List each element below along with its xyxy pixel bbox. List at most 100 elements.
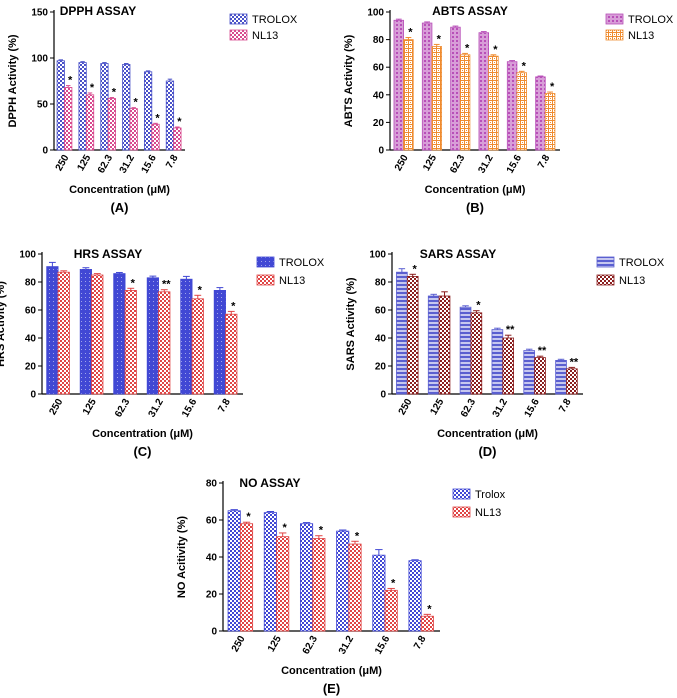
x-tick-label: 62.3: [459, 397, 478, 420]
bar-nl13-31.2: [502, 337, 515, 395]
legend-swatch-trolox: [452, 488, 471, 500]
legend-swatch-nl13: [596, 274, 615, 286]
y-tick-label: 60: [25, 306, 37, 317]
y-tick-label: 80: [375, 278, 387, 289]
y-tick-label: 20: [375, 362, 387, 373]
chart-title: DPPH ASSAY: [60, 4, 136, 18]
x-tick-label: 7.8: [412, 634, 429, 652]
legend-label: NL13: [252, 30, 278, 42]
significance-label: *: [493, 44, 498, 56]
legend-label: NL13: [628, 30, 654, 42]
x-axis-label: Concentration (μM): [92, 428, 193, 440]
bar-trolox-15.6: [372, 554, 386, 632]
chart-panel-a: 0 50 100 150 * 250 * 125 * 62.3 * 31.2 * 15.6 * 7.8 DPPH…: [7, 4, 298, 215]
bar-trolox-15.6: [523, 350, 536, 395]
bar-nl13-31.2: [488, 55, 499, 151]
x-tick-label: 15.6: [373, 634, 392, 657]
x-tick-label: 15.6: [140, 153, 159, 176]
y-tick-label: 100: [369, 250, 386, 261]
significance-label: *: [90, 82, 95, 94]
bar-trolox-62.3: [100, 63, 109, 151]
bar-nl13-62.3: [312, 538, 326, 632]
x-tick-label: 62.3: [96, 153, 115, 176]
y-tick-label: 80: [373, 35, 385, 46]
x-tick-label: 250: [47, 397, 65, 417]
x-axis-label: Concentration (μM): [69, 184, 170, 196]
y-axis-label: DPPH Activity (%): [7, 34, 19, 127]
legend-swatch-trolox: [229, 13, 248, 25]
bar-nl13-31.2: [129, 108, 138, 151]
y-tick-label: 40: [25, 334, 37, 345]
significance-label: *: [413, 263, 418, 275]
legend-swatch-trolox: [605, 13, 624, 25]
significance-label: *: [355, 530, 360, 542]
significance-label: *: [246, 511, 251, 523]
significance-label: **: [570, 356, 579, 368]
bar-trolox-7.8: [408, 560, 422, 632]
legend-label: NL13: [279, 275, 305, 287]
x-tick-label: 125: [266, 634, 284, 654]
y-tick-label: 40: [206, 553, 218, 564]
bar-nl13-7.8: [566, 368, 578, 395]
x-axis-label: Concentration (μM): [425, 184, 526, 196]
bar-trolox-31.2: [336, 530, 350, 632]
x-tick-label: 125: [81, 397, 99, 417]
bar-nl13-125: [91, 274, 104, 395]
bar-trolox-250: [393, 19, 405, 151]
significance-label: *: [319, 525, 324, 537]
significance-label: *: [427, 603, 432, 615]
y-tick-label: 50: [37, 100, 49, 111]
bar-trolox-31.2: [478, 32, 490, 151]
y-tick-label: 0: [30, 390, 36, 401]
x-tick-label: 31.2: [491, 397, 510, 420]
bar-trolox-62.3: [450, 26, 461, 151]
legend-swatch-nl13: [256, 274, 275, 286]
bar-trolox-15.6: [180, 278, 193, 395]
bar-nl13-62.3: [459, 54, 471, 151]
chart-panel-e: 0 20 40 60 80 * 250 * 125 * 62.3 * 31.2 * 15.6 * 7.8 NO A…: [176, 476, 506, 696]
y-tick-label: 20: [206, 590, 218, 601]
x-tick-label: 7.8: [164, 153, 181, 171]
bar-nl13-62.3: [107, 98, 116, 151]
chart-title: SARS ASSAY: [420, 247, 496, 261]
significance-label: *: [68, 75, 73, 87]
significance-label: *: [465, 42, 470, 54]
bar-nl13-250: [64, 87, 73, 151]
x-tick-label: 7.8: [557, 397, 574, 415]
x-tick-label: 62.3: [448, 153, 467, 176]
legend-label: Trolox: [475, 489, 506, 501]
y-tick-label: 0: [380, 390, 386, 401]
x-tick-label: 62.3: [301, 634, 320, 657]
legend-label: TROLOX: [628, 14, 674, 26]
legend-swatch-trolox: [596, 256, 615, 268]
x-tick-label: 31.2: [477, 153, 496, 176]
bar-nl13-250: [239, 523, 254, 632]
y-tick-label: 150: [31, 8, 48, 19]
significance-label: **: [538, 345, 547, 357]
y-tick-label: 100: [367, 8, 384, 19]
y-axis-label: SARS Activity (%): [345, 277, 357, 370]
significance-label: *: [231, 300, 236, 312]
significance-label: **: [506, 324, 515, 336]
significance-label: *: [198, 284, 203, 296]
bar-nl13-250: [57, 271, 70, 395]
significance-label: *: [283, 522, 288, 534]
significance-label: *: [134, 97, 139, 109]
y-tick-label: 0: [42, 146, 48, 157]
x-tick-label: 15.6: [523, 397, 542, 420]
bar-nl13-125: [431, 46, 442, 151]
bar-nl13-250: [403, 39, 414, 151]
panel-label: (E): [323, 681, 340, 696]
x-tick-label: 7.8: [216, 397, 233, 415]
chart-panel-c: 0 20 40 60 80 100 250 125 * 62.3 ** 31.2 * 15.6 * 7.8 HR…: [0, 247, 325, 459]
legend-label: NL13: [475, 507, 501, 519]
bar-trolox-125: [421, 22, 433, 151]
y-tick-label: 20: [25, 362, 37, 373]
y-tick-label: 60: [375, 306, 387, 317]
legend-swatch-trolox: [256, 256, 275, 268]
significance-label: *: [437, 33, 442, 45]
bar-trolox-62.3: [299, 523, 314, 632]
bar-nl13-250: [406, 275, 419, 395]
y-tick-label: 20: [373, 118, 385, 129]
x-tick-label: 250: [397, 397, 415, 417]
